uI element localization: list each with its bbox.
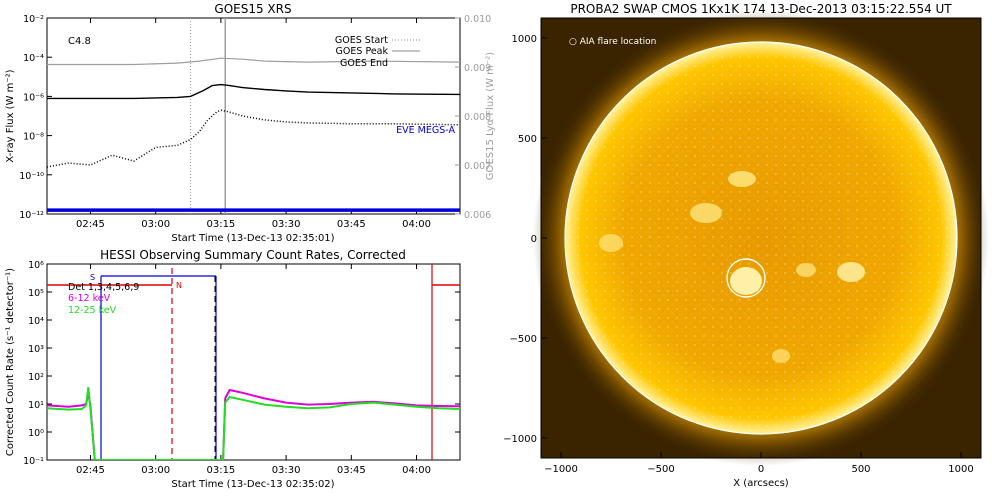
swap-axis-ticks: −1000 −500 0 500 1000 1000 500 0 −500 −1000	[503, 34, 974, 475]
active-region-2	[690, 203, 722, 223]
active-region-3	[837, 262, 865, 282]
swap-xtick-label: −1000	[544, 464, 578, 475]
swap-ytick-label: 1000	[512, 34, 537, 45]
hessi-panel: HESSI Observing Summary Count Rates, Cor…	[5, 248, 461, 490]
flag-label-s: S	[90, 273, 95, 282]
active-region-6	[772, 349, 790, 363]
goes-y2tick-label: 0.008	[464, 112, 491, 123]
goes-ytick-label: 10⁻⁸	[23, 132, 44, 143]
goes-xtick-label: 02:45	[76, 219, 105, 230]
hessi-ytick-label: 10³	[28, 344, 44, 355]
goes-ytick-label: 10⁻¹⁰	[19, 171, 44, 182]
series-6-12-kev-kev	[47, 388, 460, 460]
series-goes-short-channel	[47, 109, 460, 168]
swap-legend-aia: ○ AIA flare location	[569, 37, 656, 47]
active-region-4	[796, 263, 816, 277]
swap-xlabel: X (arcsecs)	[733, 478, 789, 489]
swap-xtick-label: 500	[851, 464, 870, 475]
hessi-ytick-label: 10²	[28, 372, 44, 383]
goes-plot-frame	[46, 17, 461, 215]
legend-goes-peak: GOES Peak	[336, 46, 389, 57]
goes-ytick-label: 10⁻⁴	[23, 53, 44, 64]
goes-xtick-label: 03:00	[141, 219, 170, 230]
swap-ytick-label: 500	[518, 134, 537, 145]
swap-ytick-label: −1000	[503, 434, 537, 445]
active-regions	[599, 171, 865, 363]
swap-legend-aia-label: AIA flare location	[580, 37, 657, 47]
goes-title: GOES15 XRS	[214, 2, 291, 16]
goes-ytick-label: 10⁻⁶	[23, 92, 44, 103]
series-goes15-ly-flux	[47, 57, 460, 66]
goes-axis-ticks: 02:45 03:00 03:15 03:30 03:45 04:00 10⁻² 10⁻⁴ 10…	[19, 14, 491, 230]
swap-xtick-label: −500	[647, 464, 674, 475]
hessi-legend: Det 1,3,4,5,6,9 6-12 keV 12-25 keV	[68, 282, 139, 316]
hessi-series-group	[47, 387, 460, 460]
goes-xtick-label: 03:15	[206, 219, 235, 230]
hessi-ytick-label: 10¹	[28, 400, 44, 411]
hessi-xlabel: Start Time (13-Dec-13 02:35:02)	[171, 479, 334, 490]
flare-location-circle	[726, 258, 766, 298]
swap-title: PROBA2 SWAP CMOS 1Kx1K 174 13-Dec-2013 0…	[570, 2, 952, 16]
goes-y2tick-label: 0.006	[464, 210, 491, 221]
flag-label-n: N	[176, 281, 182, 290]
goes-xtick-label: 04:00	[402, 219, 431, 230]
hessi-xtick-label: 03:00	[141, 465, 170, 476]
legend-detectors: Det 1,3,4,5,6,9	[68, 282, 139, 293]
hessi-ytick-label: 10⁻¹	[23, 456, 44, 467]
goes-y2tick-label: 0.010	[464, 14, 491, 25]
legend-12-25-kev: 12-25 keV	[68, 305, 117, 316]
goes-class-label: C4.8	[68, 36, 91, 47]
series-12-25-kev-kev	[47, 387, 460, 460]
flaring-region	[730, 267, 762, 295]
hessi-ytick-label: 10⁴	[28, 316, 44, 327]
solar-limb-outline	[564, 41, 958, 435]
hessi-title: HESSI Observing Summary Count Rates, Cor…	[100, 248, 406, 262]
hessi-ytick-label: 10⁵	[28, 288, 44, 299]
goes-legend: GOES Start GOES Peak GOES End	[335, 35, 420, 69]
hessi-axis-ticks: 02:45 03:00 03:15 03:30 03:45 04:00 10⁶ 10⁵ 10⁴ 1…	[23, 260, 460, 476]
swap-ytick-label: −500	[510, 334, 537, 345]
goes-xlabel: Start Time (13-Dec-13 02:35:01)	[171, 233, 334, 244]
goes-y2label: GOES15 Lyα Flux (W m⁻²)	[485, 52, 496, 180]
hessi-xtick-label: 04:00	[402, 465, 431, 476]
active-region-1	[728, 171, 756, 187]
goes-xrs-panel: GOES15 XRS 02:45 03:00 03:15 03:30 03:45 04:0…	[5, 2, 496, 244]
hessi-xtick-label: 03:45	[337, 465, 366, 476]
eve-annotation: EVE MEGS-A	[396, 125, 455, 136]
hessi-ylabel: Corrected Count Rate (s⁻¹ detector⁻¹)	[5, 268, 16, 456]
hessi-ytick-label: 10⁶	[28, 260, 44, 271]
solar-grid-dots	[565, 42, 957, 434]
active-region-5	[599, 234, 623, 252]
swap-image-panel: PROBA2 SWAP CMOS 1Kx1K 174 13-Dec-2013 0…	[503, 2, 989, 489]
goes-ylabel: X-ray Flux (W m⁻²)	[5, 69, 16, 162]
goes-y2tick-label: 0.009	[464, 63, 491, 74]
hessi-xtick-label: 03:30	[272, 465, 301, 476]
goes-xtick-label: 03:45	[337, 219, 366, 230]
goes-ytick-label: 10⁻¹²	[19, 210, 44, 221]
goes-series-group	[47, 18, 460, 214]
goes-ytick-label: 10⁻²	[23, 14, 44, 25]
goes-y2tick-label: 0.007	[464, 161, 491, 172]
hessi-xtick-label: 02:45	[76, 465, 105, 476]
swap-ytick-label: 0	[531, 234, 537, 245]
goes-xtick-label: 03:30	[272, 219, 301, 230]
swap-xtick-label: 0	[758, 464, 764, 475]
swap-xtick-label: 1000	[948, 464, 973, 475]
legend-goes-start: GOES Start	[335, 35, 388, 46]
hessi-xtick-label: 03:15	[206, 465, 235, 476]
series-goes-long-channel	[47, 83, 460, 100]
legend-goes-end: GOES End	[340, 58, 388, 69]
legend-6-12-kev: 6-12 keV	[68, 293, 111, 304]
hessi-flag-lines	[47, 264, 460, 460]
hessi-ytick-label: 10⁰	[28, 428, 44, 439]
hessi-plot-frame	[46, 263, 461, 461]
